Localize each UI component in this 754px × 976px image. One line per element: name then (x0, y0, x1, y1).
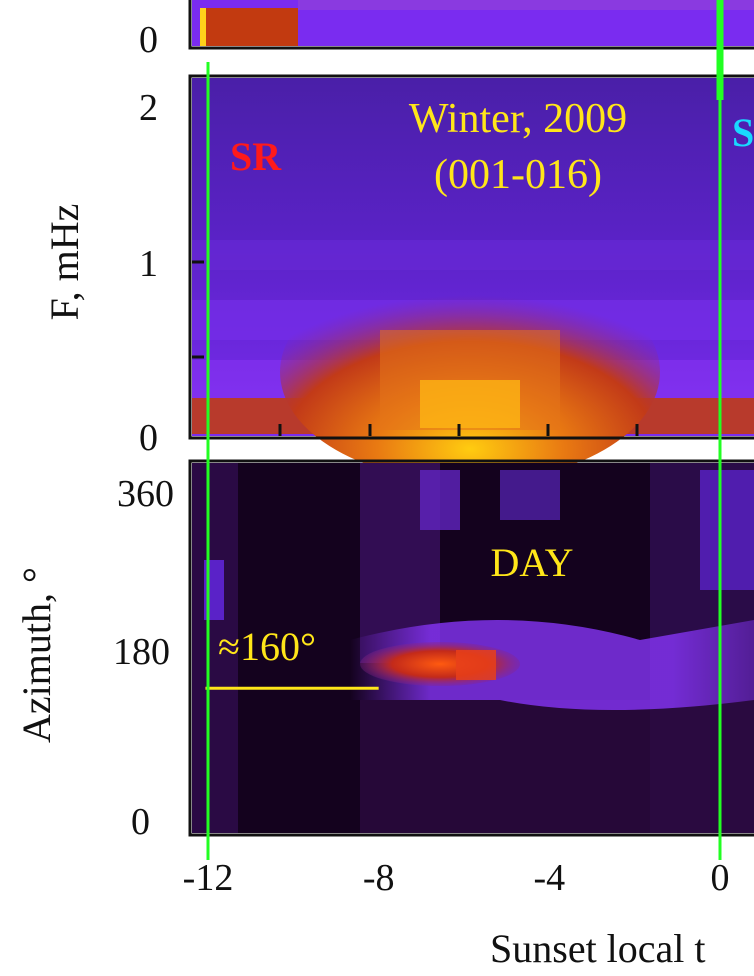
frequency-ytick-1: 1 (139, 243, 158, 285)
reference-lines (206, 0, 724, 860)
azimuth-hot-peak (456, 650, 496, 680)
x-axis: -12 -8 -4 0 Sunset local t (183, 857, 730, 971)
x-axis-label: Sunset local t (490, 926, 706, 971)
frequency-panel: 0 1 2 F, mHz SR S Winter, 2009 (001-016) (42, 74, 754, 482)
annotation-day: DAY (491, 540, 574, 585)
annotation-sr: SR (230, 134, 282, 179)
azimuth-panel-frame (188, 459, 754, 837)
azimuth-panel: 0 180 360 Azimuth, ° DAY ≈160° (14, 459, 754, 843)
frequency-ylabel: F, mHz (42, 204, 87, 321)
frequency-panel-frame (188, 74, 754, 440)
x-tick-label: -4 (534, 857, 566, 899)
azimuth-ytick-180: 180 (113, 631, 170, 673)
frequency-ytick-0: 0 (139, 417, 158, 459)
top-panel-hot-cell (202, 8, 298, 46)
azimuth-ylabel: Azimuth, ° (14, 567, 59, 743)
x-tick-label: -12 (183, 857, 234, 899)
azimuth-ytick-360: 360 (117, 473, 174, 515)
x-tick-label: 0 (711, 857, 730, 899)
top-panel-ytick-0: 0 (139, 19, 158, 61)
top-panel-yellow-strip (200, 8, 206, 46)
annotation-season: Winter, 2009 (409, 96, 627, 142)
x-tick-label: -8 (363, 857, 395, 899)
x-tick-labels: -12 -8 -4 0 (183, 857, 730, 899)
frequency-ticks-left (192, 260, 204, 359)
frequency-ticks-bottom (278, 424, 639, 436)
top-panel-frame (188, 0, 754, 50)
annotation-days: (001-016) (434, 152, 602, 198)
top-panel: 0 (139, 0, 754, 61)
frequency-hot-peak (420, 380, 520, 428)
top-panel-band (298, 0, 754, 10)
azimuth-ytick-0: 0 (131, 801, 150, 843)
frequency-ytick-2: 2 (139, 87, 158, 129)
annotation-ss: S (732, 110, 754, 155)
annotation-azimuth-marker: ≈160° (218, 624, 316, 669)
